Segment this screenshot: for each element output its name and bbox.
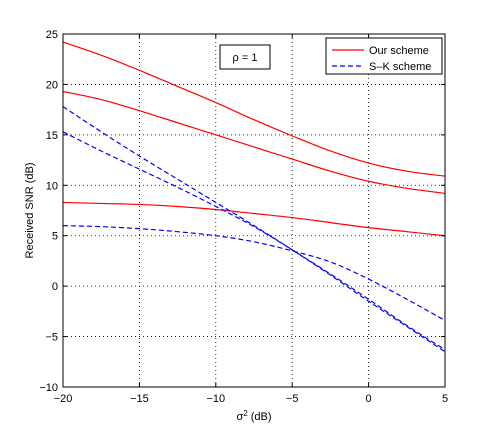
our-scheme-curve-1 bbox=[62, 41, 446, 177]
y-tick-label: 25 bbox=[46, 29, 58, 41]
rho-annotation-label: ρ = 1 bbox=[233, 52, 258, 64]
grid-lines bbox=[63, 34, 445, 387]
our-scheme-curve-3 bbox=[62, 201, 446, 237]
y-tick-label: 5 bbox=[52, 231, 58, 243]
x-tick-label: 5 bbox=[442, 393, 448, 405]
sk-scheme-curve-4 bbox=[62, 106, 446, 353]
x-axis-title-unit: (dB) bbox=[248, 411, 272, 423]
x-tick-label: 0 bbox=[366, 393, 372, 405]
series-lines bbox=[62, 41, 446, 353]
y-tick-label: 15 bbox=[46, 130, 58, 142]
y-tick-label: −10 bbox=[39, 382, 58, 394]
legend-box bbox=[325, 37, 443, 75]
y-axis-title: Received SNR (dB) bbox=[24, 163, 36, 259]
axis-ticks bbox=[62, 33, 446, 388]
legend-label-sk-scheme: S–K scheme bbox=[369, 61, 431, 73]
our-scheme-curve-2 bbox=[62, 90, 446, 194]
x-tick-label: −20 bbox=[54, 393, 73, 405]
y-tick-label: −5 bbox=[45, 332, 58, 344]
y-tick-label: 10 bbox=[46, 180, 58, 192]
legend-label-our-scheme: Our scheme bbox=[369, 45, 429, 57]
x-axis-title-main: σ bbox=[236, 411, 243, 423]
x-tick-label: −10 bbox=[206, 393, 225, 405]
rho-annotation: ρ = 1 bbox=[219, 44, 271, 70]
x-axis-title: σ2 (dB) bbox=[236, 409, 271, 424]
y-tick-label: 20 bbox=[46, 79, 58, 91]
rho-annotation-box bbox=[219, 44, 271, 70]
x-tick-label: −5 bbox=[286, 393, 299, 405]
x-tick-label: −15 bbox=[130, 393, 149, 405]
y-tick-label: 0 bbox=[52, 281, 58, 293]
sk-scheme-curve-6 bbox=[62, 225, 446, 321]
axis-tick-labels: −20 −15 −10 −5 0 5 −10 −5 0 5 10 15 20 25 bbox=[39, 29, 448, 405]
x-axis-title-superscript: 2 bbox=[243, 409, 248, 418]
plot-frame bbox=[62, 33, 446, 388]
legend: Our scheme S–K scheme bbox=[325, 37, 443, 75]
sk-scheme-curve-5 bbox=[62, 131, 446, 351]
